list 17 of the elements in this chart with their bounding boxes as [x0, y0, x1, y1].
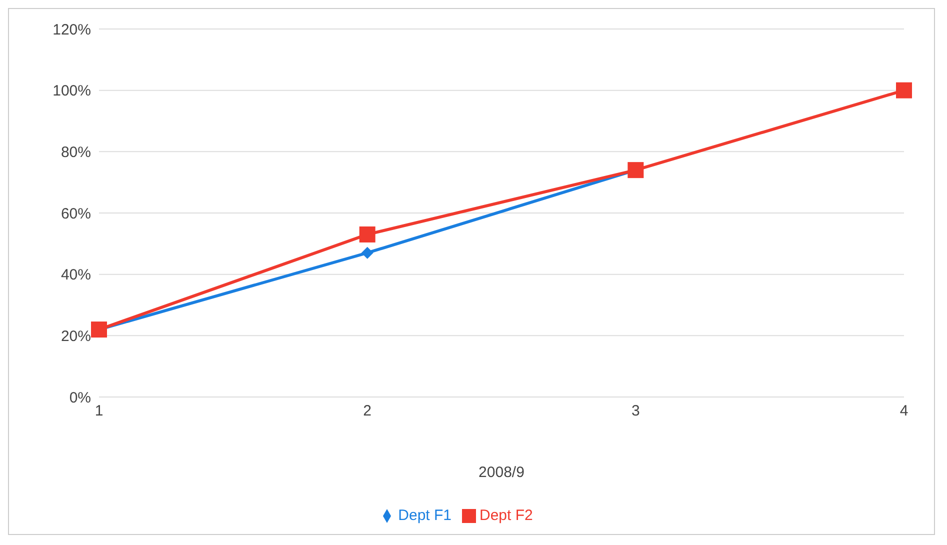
x-tick-label: 3	[631, 402, 640, 420]
point	[359, 226, 376, 242]
legend-label: Dept F2	[480, 507, 533, 524]
y-tick-label: 100%	[52, 82, 91, 100]
y-tick-label: 60%	[60, 205, 91, 222]
x-axis-title: 2008/9	[478, 464, 524, 481]
legend-label: Dept F1	[398, 507, 452, 524]
x-tick-label: 1	[94, 402, 104, 420]
y-tick-label: 0%	[69, 389, 91, 406]
point	[361, 246, 374, 259]
y-tick-label: 20%	[60, 328, 91, 345]
x-tick-label: 4	[900, 402, 908, 420]
point	[896, 82, 912, 98]
y-tick-label: 120%	[52, 21, 91, 38]
y-tick-label: 80%	[60, 144, 91, 161]
x-tick-label: 2	[363, 402, 372, 420]
y-tick-label: 40%	[60, 266, 91, 284]
